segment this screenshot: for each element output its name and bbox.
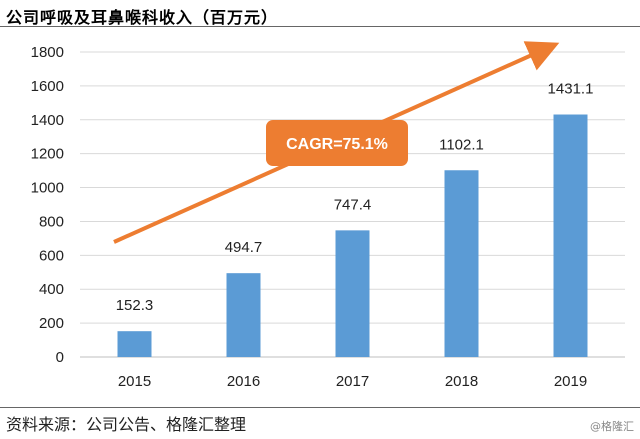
y-tick-label: 200: [39, 315, 64, 332]
bar-2018: [444, 170, 479, 357]
y-tick-label: 600: [39, 247, 64, 264]
data-label-2017: 747.4: [334, 196, 372, 213]
title-divider: [0, 26, 640, 27]
cagr-callout-box: [266, 120, 408, 166]
data-label-2015: 152.3: [116, 297, 154, 314]
y-tick-label: 1000: [31, 180, 64, 197]
data-label-2018: 1102.1: [439, 136, 484, 153]
x-tick-label-2017: 2017: [336, 373, 369, 390]
y-tick-label: 800: [39, 213, 64, 230]
y-tick-label: 1600: [31, 78, 64, 95]
data-label-2016: 494.7: [225, 239, 263, 256]
y-tick-label: 1200: [31, 146, 64, 163]
x-tick-label-2016: 2016: [227, 373, 260, 390]
y-tick-label: 0: [56, 349, 64, 366]
source-divider: [0, 407, 640, 408]
watermark: @格隆汇: [590, 420, 634, 433]
x-tick-label-2019: 2019: [554, 373, 587, 390]
source-note: 资料来源：公司公告、格隆汇整理: [6, 415, 247, 434]
bar-2019: [553, 114, 588, 357]
chart-title: 公司呼吸及耳鼻喉科收入（百万元）: [6, 8, 279, 27]
bar-2017: [335, 230, 370, 357]
bar-2016: [226, 273, 261, 357]
y-tick-label: 1800: [31, 44, 64, 61]
x-tick-label-2018: 2018: [445, 373, 478, 390]
bar-2015: [117, 331, 152, 357]
data-label-2019: 1431.1: [548, 81, 594, 98]
x-tick-label-2015: 2015: [118, 373, 151, 390]
y-tick-label: 400: [39, 281, 64, 298]
cagr-callout-text: CAGR=75.1%: [286, 136, 388, 153]
y-tick-label: 1400: [31, 112, 64, 129]
